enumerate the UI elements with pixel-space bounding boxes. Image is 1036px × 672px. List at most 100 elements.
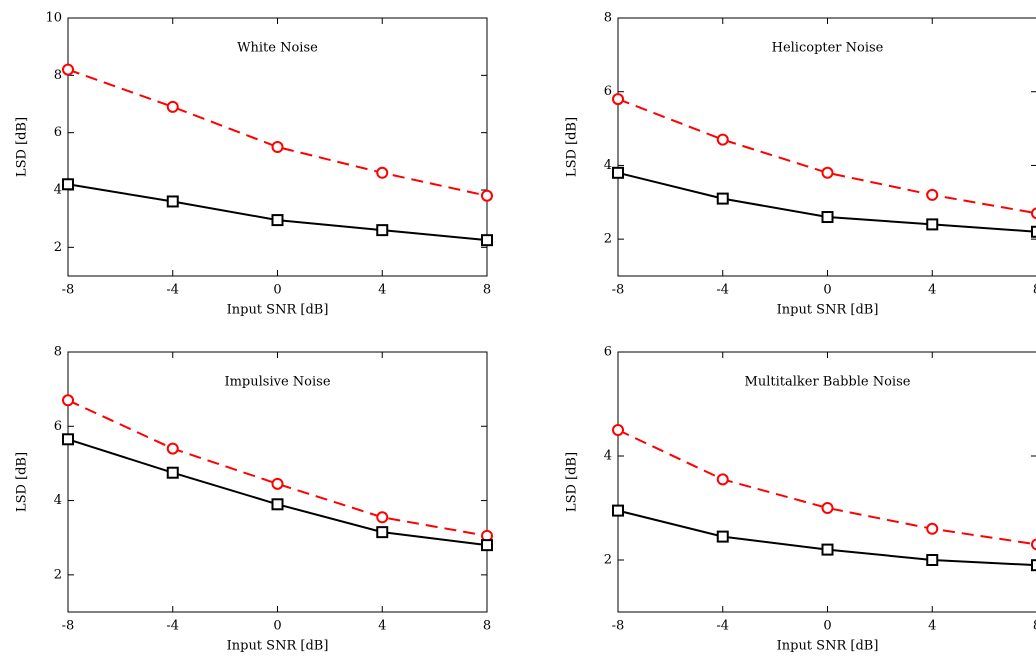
x-tick-label: 8	[483, 283, 491, 298]
x-tick-label: 8	[1033, 619, 1036, 634]
y-tick-label: 6	[54, 419, 62, 434]
y-tick-label: 6	[604, 345, 612, 360]
marker	[612, 424, 624, 436]
marker	[166, 442, 179, 455]
marker	[62, 394, 74, 407]
y-tick-label: 8	[54, 345, 62, 360]
subplot: 2 4 6 -8 -4 0 4 8 Input SNR [dB] LSD [dB] Multital…	[565, 345, 1036, 654]
x-tick-label: -8	[612, 619, 625, 634]
subplot-title: Impulsive Noise	[224, 375, 330, 390]
x-axis-label: Input SNR [dB]	[227, 303, 329, 318]
marker	[926, 188, 939, 201]
subplot-title: White Noise	[237, 41, 318, 56]
marker	[1031, 207, 1036, 220]
plot-frame	[617, 351, 1036, 613]
y-tick-label: 4	[54, 493, 62, 508]
y-tick-label: 2	[54, 240, 62, 255]
marker	[1031, 225, 1036, 238]
subplot-title: Helicopter Noise	[772, 41, 884, 56]
series-line	[617, 509, 1036, 567]
marker	[481, 539, 493, 552]
y-tick-label: 2	[54, 567, 62, 582]
y-tick-label: 8	[54, 68, 62, 83]
y-tick-label: 4	[604, 158, 612, 173]
marker	[821, 211, 834, 224]
marker	[166, 195, 179, 208]
y-tick-label: 4	[604, 449, 612, 464]
x-tick-label: -8	[62, 619, 75, 634]
x-tick-label: 4	[928, 619, 936, 634]
y-tick-label: 8	[604, 11, 612, 26]
marker	[166, 100, 179, 113]
marker	[62, 178, 74, 191]
x-tick-label: 8	[483, 619, 491, 634]
marker	[376, 224, 389, 237]
x-axis-label: Input SNR [dB]	[777, 303, 879, 318]
y-axis-label: LSD [dB]	[565, 117, 580, 177]
x-tick-label: 0	[823, 283, 831, 298]
marker	[62, 63, 74, 76]
x-tick-label: 4	[378, 283, 386, 298]
series-line	[67, 183, 488, 242]
subplot: 2 4 6 8 10 -8 -4 0 4 8 Input SNR [dB] LSD [dB] White…	[15, 11, 493, 318]
marker	[271, 477, 284, 490]
marker	[821, 166, 834, 179]
y-tick-label: 6	[604, 84, 612, 99]
marker	[716, 530, 729, 543]
x-tick-label: 0	[273, 283, 281, 298]
marker	[376, 511, 389, 524]
marker	[271, 498, 284, 511]
x-tick-label: -8	[62, 283, 75, 298]
marker	[1031, 559, 1036, 572]
marker	[376, 166, 389, 179]
marker	[821, 502, 834, 514]
series-line	[617, 429, 1036, 546]
subplot-title: Multitalker Babble Noise	[745, 375, 911, 390]
y-tick-label: 10	[45, 11, 62, 26]
marker	[271, 141, 284, 153]
subplot: 2 4 6 8 -8 -4 0 4 8 Input SNR [dB] LSD [dB] Helicop…	[565, 11, 1036, 318]
x-tick-label: 4	[928, 283, 936, 298]
y-tick-label: 4	[54, 183, 62, 198]
x-tick-label: -8	[612, 283, 625, 298]
y-tick-label: 6	[54, 125, 62, 140]
marker	[62, 433, 74, 446]
x-tick-label: -4	[166, 619, 179, 634]
series-line	[617, 98, 1036, 215]
x-tick-label: 4	[378, 619, 386, 634]
series-line	[67, 68, 488, 197]
marker	[612, 93, 624, 106]
y-tick-label: 2	[604, 553, 612, 568]
series-line	[67, 438, 488, 547]
marker	[612, 504, 624, 517]
marker	[612, 166, 624, 179]
marker	[926, 554, 939, 566]
x-axis-label: Input SNR [dB]	[777, 639, 879, 654]
marker	[166, 466, 179, 479]
marker	[716, 192, 729, 205]
marker	[821, 543, 834, 556]
marker	[481, 189, 493, 202]
x-axis-label: Input SNR [dB]	[227, 639, 329, 654]
marker	[716, 473, 729, 486]
subplot: 2 4 6 8 -8 -4 0 4 8 Input SNR [dB] LSD [dB] Impulsi…	[15, 345, 493, 654]
x-tick-label: -4	[166, 283, 179, 298]
marker	[716, 133, 729, 146]
y-axis-label: LSD [dB]	[15, 452, 30, 512]
marker	[376, 526, 389, 539]
marker	[481, 234, 493, 247]
x-tick-label: -4	[716, 283, 729, 298]
x-tick-label: -4	[716, 619, 729, 634]
y-axis-label: LSD [dB]	[565, 452, 580, 512]
x-tick-label: 0	[823, 619, 831, 634]
y-tick-label: 2	[604, 232, 612, 247]
marker	[271, 214, 284, 227]
series-line	[67, 399, 488, 537]
plot-frame	[617, 17, 1036, 277]
x-tick-label: 0	[273, 619, 281, 634]
marker	[926, 522, 939, 535]
y-axis-label: LSD [dB]	[15, 117, 30, 177]
x-tick-label: 8	[1033, 283, 1036, 298]
